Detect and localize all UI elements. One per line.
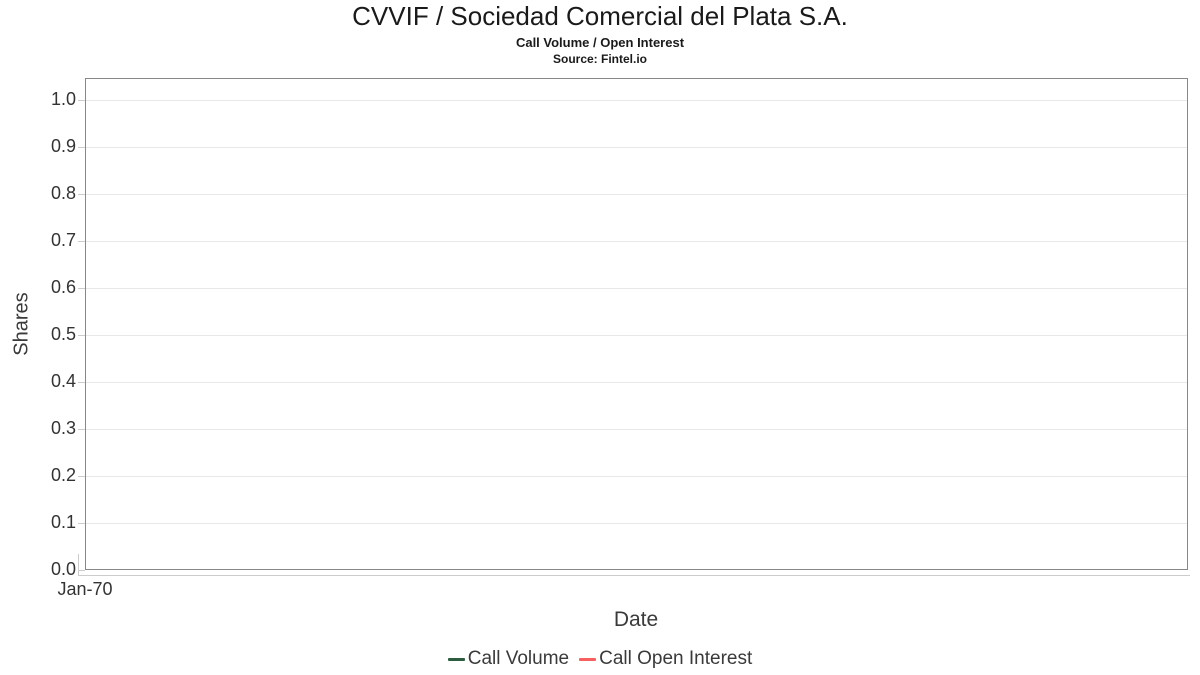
gridline bbox=[86, 335, 1187, 336]
legend-swatch-icon bbox=[447, 657, 465, 661]
x-axis-title: Date bbox=[613, 608, 659, 631]
chart-subtitle: Call Volume / Open Interest bbox=[515, 35, 685, 50]
plot-area bbox=[85, 78, 1188, 570]
legend-item-call-open-interest[interactable]: Call Open Interest bbox=[579, 648, 752, 670]
y-tick-mark bbox=[78, 335, 85, 336]
legend-label: Call Open Interest bbox=[599, 648, 753, 669]
x-axis-corner-tick bbox=[78, 554, 79, 576]
y-tick-label: 0.3 bbox=[50, 418, 76, 439]
y-tick-mark bbox=[78, 147, 85, 148]
series-lines bbox=[86, 79, 1187, 569]
y-tick-mark bbox=[78, 241, 85, 242]
chart-source: Source: Fintel.io bbox=[552, 52, 647, 66]
y-tick-mark bbox=[78, 194, 85, 195]
y-tick-mark bbox=[78, 100, 85, 101]
y-tick-label: 1.0 bbox=[50, 89, 76, 110]
chart-title: CVVIF / Sociedad Comercial del Plata S.A… bbox=[352, 1, 848, 31]
y-tick-mark bbox=[78, 288, 85, 289]
y-tick-label: 0.1 bbox=[50, 512, 76, 533]
legend-swatch-icon bbox=[579, 657, 597, 661]
y-tick-label: 0.9 bbox=[50, 136, 76, 157]
gridline bbox=[86, 523, 1187, 524]
legend-item-call-volume[interactable]: Call Volume bbox=[447, 648, 570, 670]
gridline bbox=[86, 147, 1187, 148]
gridline bbox=[86, 100, 1187, 101]
gridline bbox=[86, 241, 1187, 242]
y-tick-label: 0.6 bbox=[50, 277, 76, 298]
legend: Call Volume Call Open Interest bbox=[0, 647, 1200, 671]
y-tick-label: 0.5 bbox=[50, 324, 76, 345]
y-tick-label: 0.7 bbox=[50, 230, 76, 251]
x-axis-line bbox=[78, 575, 1190, 576]
x-tick-label: Jan-70 bbox=[57, 579, 113, 599]
gridline bbox=[86, 429, 1187, 430]
y-tick-mark bbox=[78, 476, 85, 477]
gridline bbox=[86, 288, 1187, 289]
y-tick-label: 0.2 bbox=[50, 465, 76, 486]
legend-label: Call Volume bbox=[467, 648, 570, 669]
y-tick-label: 0.8 bbox=[50, 183, 76, 204]
gridline bbox=[86, 476, 1187, 477]
y-tick-label: 0.0 bbox=[50, 559, 76, 580]
gridline bbox=[86, 194, 1187, 195]
y-tick-mark bbox=[78, 429, 85, 430]
y-tick-mark bbox=[78, 382, 85, 383]
gridline bbox=[86, 382, 1187, 383]
y-tick-label: 0.4 bbox=[50, 371, 76, 392]
y-tick-mark bbox=[78, 523, 85, 524]
y-tick-mark bbox=[78, 570, 85, 571]
